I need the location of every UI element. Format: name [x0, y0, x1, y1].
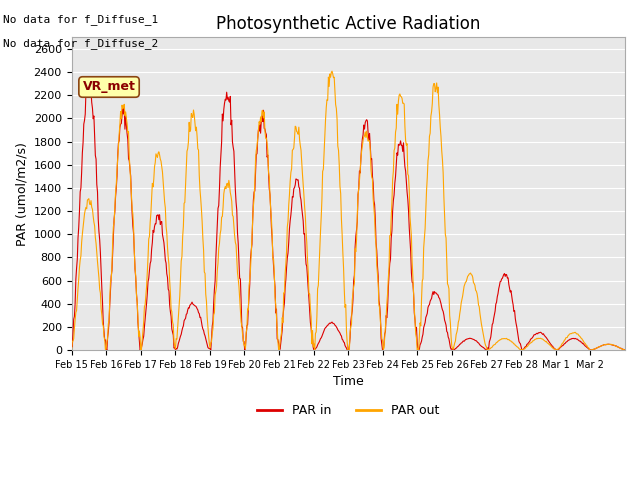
Text: VR_met: VR_met [83, 81, 136, 94]
Legend: PAR in, PAR out: PAR in, PAR out [252, 399, 445, 422]
Title: Photosynthetic Active Radiation: Photosynthetic Active Radiation [216, 15, 481, 33]
Y-axis label: PAR (umol/m2/s): PAR (umol/m2/s) [15, 142, 28, 246]
Text: No data for f_Diffuse_2: No data for f_Diffuse_2 [3, 38, 159, 49]
X-axis label: Time: Time [333, 375, 364, 388]
Text: No data for f_Diffuse_1: No data for f_Diffuse_1 [3, 14, 159, 25]
